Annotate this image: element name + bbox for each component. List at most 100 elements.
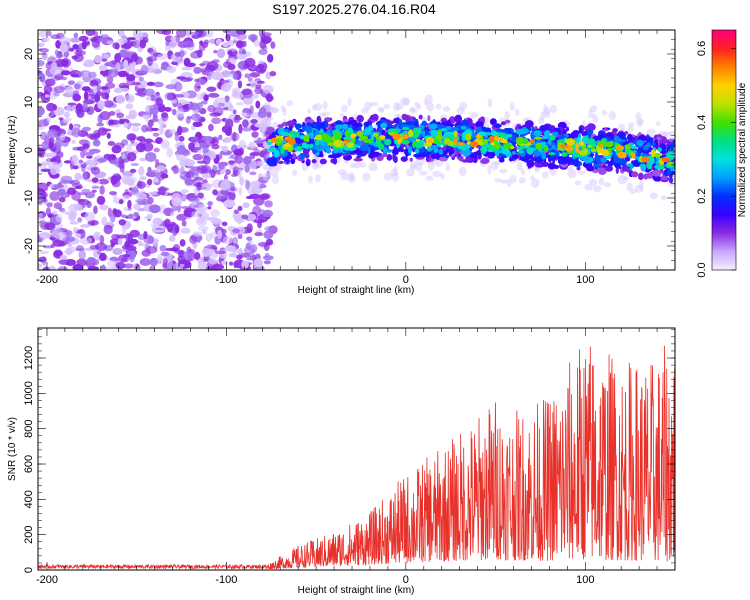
noise-blob <box>242 202 250 209</box>
noise-blob <box>127 151 137 162</box>
signal-blob <box>457 142 466 146</box>
noise-blob <box>221 260 228 265</box>
noise-blob <box>56 151 64 159</box>
noise-blob <box>225 48 238 52</box>
noise-blob <box>145 96 152 101</box>
halo-blob <box>400 96 410 106</box>
noise-blob <box>177 125 183 136</box>
halo-blob <box>574 180 582 186</box>
noise-blob <box>192 121 203 128</box>
noise-blob <box>165 84 177 90</box>
noise-blob <box>214 97 227 103</box>
signal-blob <box>317 122 322 126</box>
noise-blob <box>203 39 209 45</box>
signal-blob <box>321 132 328 141</box>
noise-blob <box>221 145 229 153</box>
noise-blob <box>160 251 170 257</box>
noise-blob <box>83 150 88 156</box>
noise-blob <box>181 220 187 227</box>
signal-blob <box>573 158 580 167</box>
noise-blob <box>99 185 105 195</box>
noise-blob <box>78 192 88 196</box>
noise-blob <box>146 81 155 86</box>
noise-blob <box>223 137 232 143</box>
noise-blob <box>75 103 83 112</box>
signal-blob <box>273 149 280 158</box>
noise-blob <box>171 108 177 116</box>
noise-blob <box>50 62 58 69</box>
signal-blob <box>624 131 629 135</box>
noise-blob <box>123 122 129 128</box>
noise-blob <box>98 178 110 185</box>
noise-blob <box>127 213 134 220</box>
noise-blob <box>139 40 147 49</box>
noise-blob <box>238 47 246 55</box>
signal-blob <box>580 156 589 161</box>
noise-blob <box>158 125 164 135</box>
noise-blob <box>142 142 154 152</box>
y-tick-label: 1000 <box>23 381 35 405</box>
spectrogram-y-ticks: -20 -10 0 10 20 <box>23 29 675 271</box>
signal-blob <box>605 165 614 172</box>
noise-blob <box>139 176 147 181</box>
signal-blob <box>617 165 622 169</box>
halo-blob <box>337 168 347 176</box>
noise-blob <box>172 94 185 98</box>
noise-blob <box>228 160 236 164</box>
signal-blob <box>617 151 627 159</box>
noise-blob <box>98 37 107 42</box>
chart-title: S197.2025.276.04.16.R04 <box>272 1 436 17</box>
signal-blob <box>607 163 613 167</box>
signal-blob <box>601 149 610 157</box>
noise-blob <box>130 162 140 167</box>
noise-blob <box>118 118 124 125</box>
noise-blob <box>205 266 216 270</box>
noise-blob <box>158 186 167 196</box>
noise-blob <box>66 230 73 237</box>
noise-blob <box>49 191 60 202</box>
halo-blob <box>499 168 508 174</box>
noise-blob <box>166 65 176 74</box>
noise-blob <box>99 234 105 245</box>
noise-blob <box>116 112 125 119</box>
signal-blob <box>643 173 649 180</box>
noise-blob <box>256 80 265 84</box>
signal-blob <box>626 133 633 142</box>
noise-blob <box>212 189 218 196</box>
signal-blob <box>640 156 650 163</box>
noise-blob <box>131 186 139 194</box>
noise-blob <box>196 93 203 101</box>
signal-blob <box>344 140 348 146</box>
spectrogram-x-ticks: -200 -100 0 100 <box>36 30 676 286</box>
signal-blob <box>475 134 482 139</box>
noise-blob <box>84 211 96 222</box>
noise-blob <box>183 251 194 260</box>
noise-blob <box>207 205 212 210</box>
noise-blob <box>207 201 214 206</box>
signal-blob <box>559 144 569 149</box>
halo-blob <box>504 111 511 119</box>
signal-blob <box>296 133 300 138</box>
halo-blob <box>362 172 371 182</box>
signal-blob <box>400 156 408 162</box>
noise-blob <box>258 107 267 115</box>
halo-blob <box>608 111 616 121</box>
noise-blob <box>122 254 131 258</box>
noise-blob <box>242 144 248 149</box>
noise-blob <box>202 155 211 165</box>
noise-blob <box>149 257 158 267</box>
noise-blob <box>97 99 105 110</box>
halo-blob <box>459 101 468 111</box>
signal-blob <box>357 152 366 157</box>
noise-blob <box>210 209 221 218</box>
noise-blob <box>246 213 257 221</box>
noise-blob <box>231 92 244 99</box>
noise-blob <box>148 169 160 178</box>
signal-blob <box>439 128 448 132</box>
signal-blob <box>381 129 386 137</box>
noise-blob <box>120 214 128 218</box>
signal-blob <box>311 158 317 164</box>
colorbar-tick-label: 0.2 <box>696 189 708 204</box>
halo-blob <box>635 117 645 126</box>
noise-blob <box>247 188 256 194</box>
